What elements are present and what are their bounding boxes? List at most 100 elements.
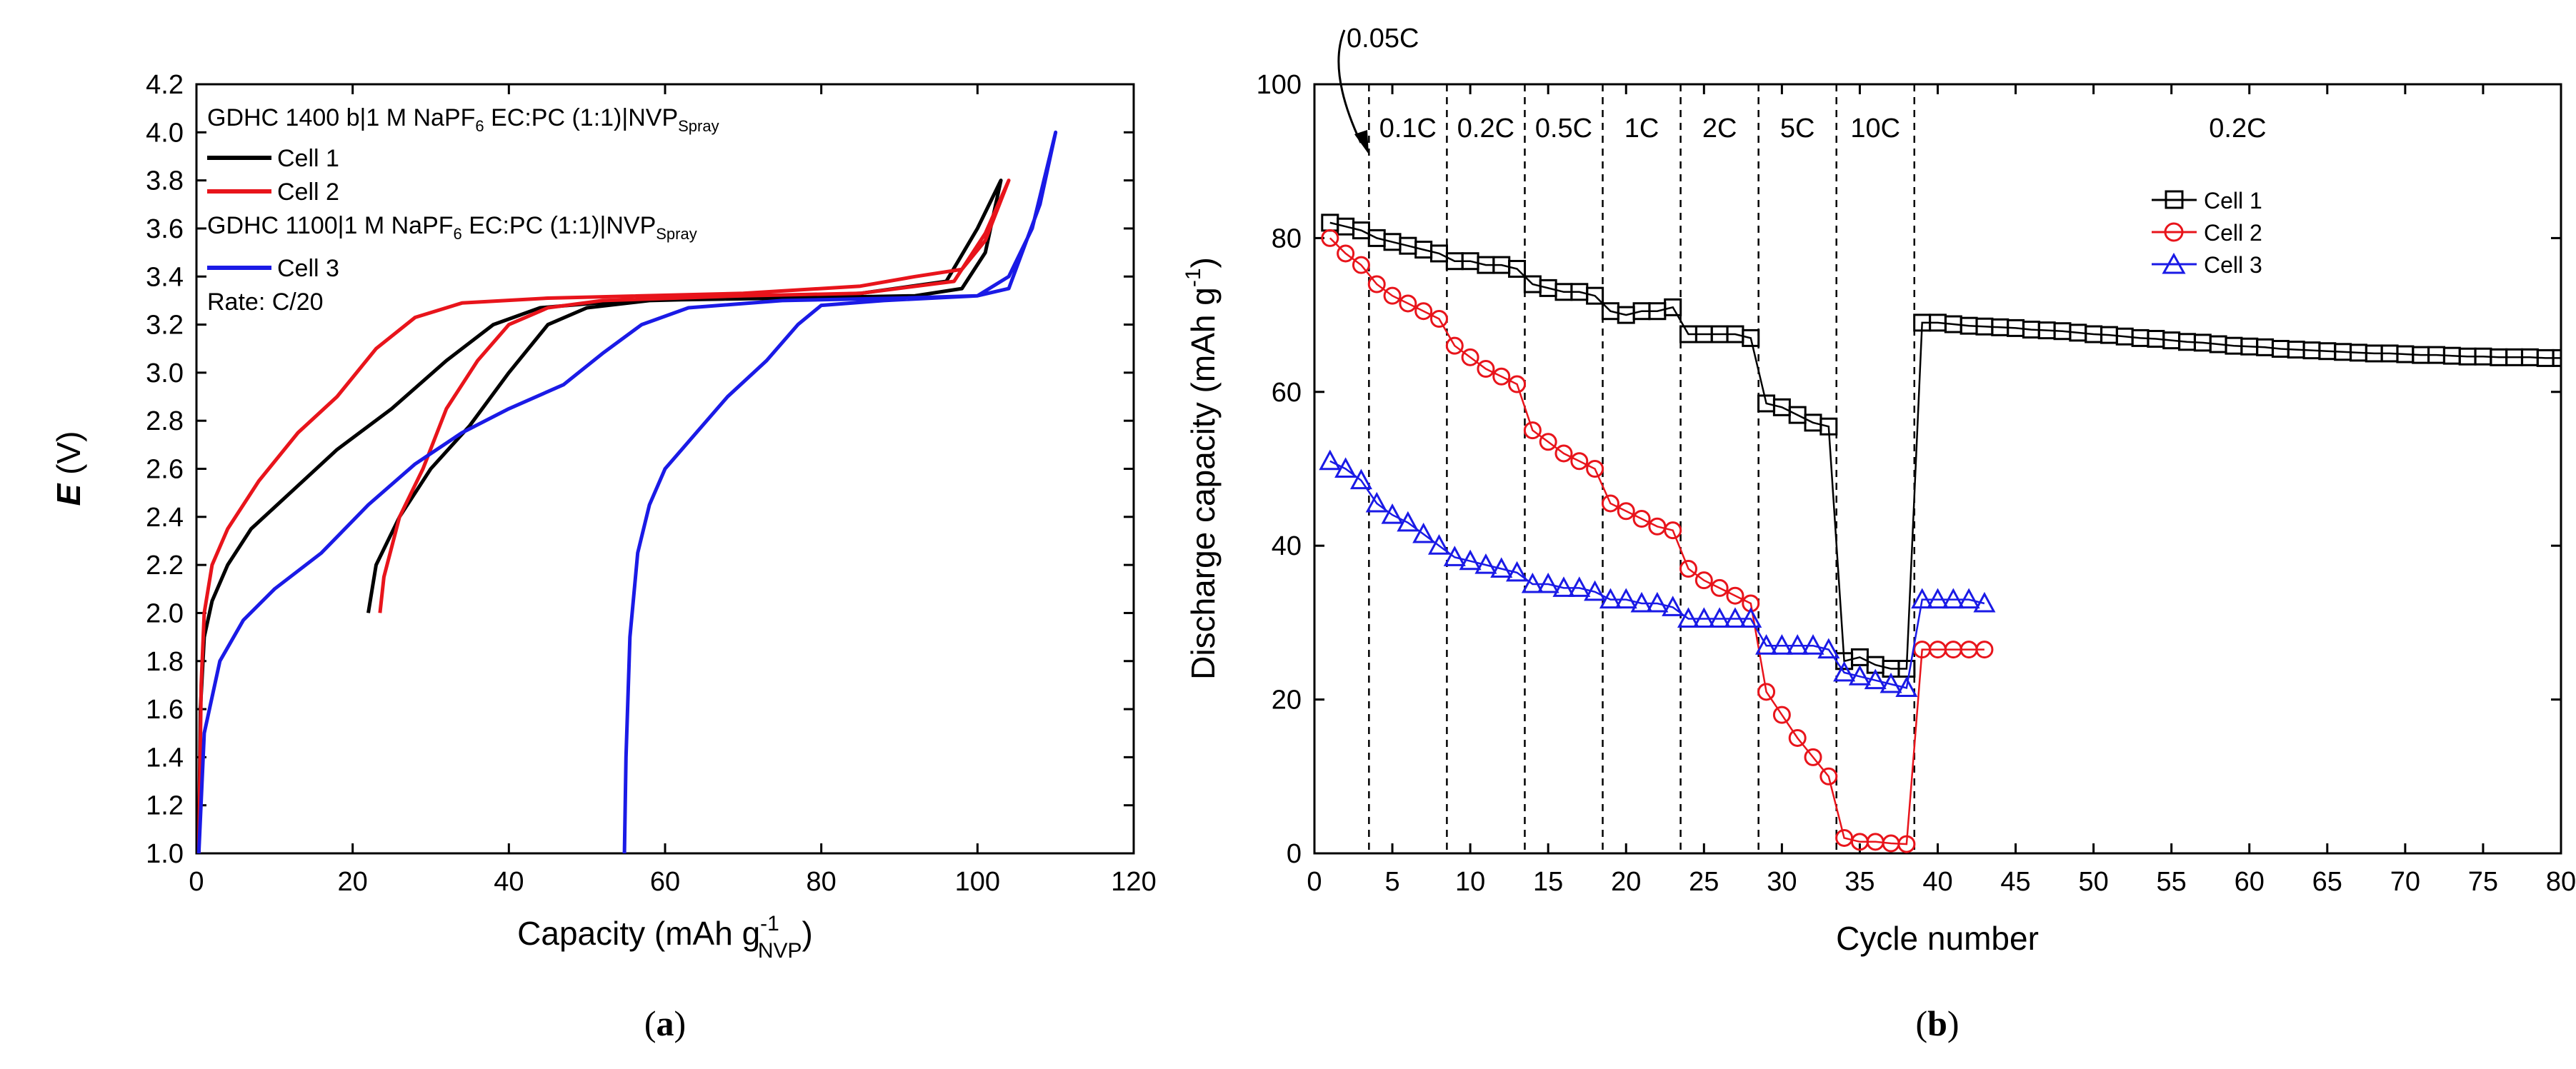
y-tick-label-a-14: 3.8: [146, 166, 184, 196]
y-tick-label-b-3: 60: [1272, 378, 1302, 408]
point-cell-1-80: [2552, 348, 2561, 367]
point-cell-3-3: [1349, 468, 1372, 490]
point-cell-3-9: [1443, 546, 1466, 566]
point-cell-2-32: [1804, 748, 1822, 766]
curves-a: [196, 130, 1058, 853]
x-axis-label-a: Capacity (mAh g-1 NVP): [517, 912, 813, 963]
point-cell-2-27: [1726, 586, 1744, 605]
y-tick-label-a-15: 4.0: [146, 118, 184, 148]
point-cell-2-31: [1788, 728, 1807, 747]
legend-marker-cell2: [2164, 222, 2184, 242]
x-axis-ticks-a: 0 20 40 60 80 100 120: [189, 84, 1157, 897]
point-cell-3-18: [1584, 580, 1607, 601]
point-cell-3-28: [1739, 607, 1762, 628]
point-cell-2-15: [1539, 433, 1557, 451]
point-cell-3-8: [1427, 534, 1451, 555]
x-tick-label-b-6: 30: [1767, 867, 1797, 897]
x-tick-label-b-12: 60: [2235, 867, 2265, 897]
legend-marker-cell3: [2162, 252, 2186, 274]
point-cell-1-28: [1742, 328, 1760, 347]
series-line-cell-3: [1329, 460, 1985, 689]
y-tick-label-a-2: 1.4: [146, 743, 184, 773]
y-tick-label-a-0: 1.0: [146, 839, 184, 869]
point-cell-3-16: [1552, 576, 1575, 597]
y-tick-label-b-1: 20: [1272, 686, 1302, 716]
x-tick-label-b-5: 25: [1689, 867, 1719, 897]
x-tick-label-b-8: 40: [1922, 867, 1952, 897]
point-cell-3-10: [1459, 549, 1482, 571]
y-tick-label-a-6: 2.2: [146, 551, 184, 581]
x-tick-label-b-0: 0: [1307, 867, 1322, 897]
point-cell-3-35: [1848, 665, 1871, 686]
x-tick-label-b-11: 55: [2157, 867, 2187, 897]
point-cell-3-6: [1397, 511, 1419, 532]
rate-label-1: 0.2C: [1457, 114, 1514, 144]
point-cell-3-20: [1614, 588, 1637, 609]
point-cell-3-11: [1474, 553, 1497, 574]
series-line-cell-1: [1329, 221, 2561, 670]
x-tick-label-a-1: 20: [338, 867, 368, 897]
curve-cell-3: [196, 130, 1058, 853]
point-cell-2-1: [1321, 229, 1339, 247]
rate-label-4: 2C: [1702, 114, 1737, 144]
legend-group2-title: GDHC 1100|1 M NaPF6 EC:PC (1:1)|NVPSpray: [207, 212, 697, 243]
rate-boundaries: [1368, 84, 1916, 853]
annotation-0.05C: 0.05C: [1337, 24, 1419, 154]
y-tick-label-a-13: 3.6: [146, 214, 184, 244]
legend-label-cell3: Cell 3: [277, 255, 339, 282]
plot-frame-b: [1313, 83, 2562, 855]
point-cell-3-34: [1833, 661, 1856, 682]
point-cell-3-24: [1677, 607, 1700, 628]
point-cell-2-14: [1523, 421, 1542, 440]
curve-cell-1: [196, 179, 1003, 853]
point-cell-3-41: [1942, 588, 1965, 609]
point-cell-2-25: [1694, 571, 1713, 590]
point-cell-2-38: [1897, 835, 1916, 853]
point-cell-3-2: [1334, 457, 1357, 478]
point-cell-1-23: [1664, 298, 1682, 316]
point-cell-3-37: [1879, 672, 1902, 693]
point-cell-3-21: [1630, 591, 1653, 613]
point-cell-3-25: [1692, 607, 1715, 628]
point-cell-3-36: [1864, 668, 1887, 690]
legend-label-b-cell1: Cell 1: [2204, 188, 2262, 214]
y-axis-ticks-b: 0 20 40 60 80 100: [1257, 70, 2561, 869]
point-cell-3-33: [1817, 638, 1840, 659]
point-cell-2-33: [1819, 767, 1838, 786]
x-tick-label-b-13: 65: [2312, 867, 2342, 897]
caption-b: (b): [1915, 1003, 1959, 1043]
point-cell-3-13: [1506, 561, 1529, 582]
rate-labels: 0.1C 0.2C 0.5C 1C 2C 5C 10C 0.2C: [1379, 114, 2267, 144]
rate-label-6: 10C: [1850, 114, 1900, 144]
x-tick-label-b-16: 80: [2546, 867, 2576, 897]
x-tick-label-b-7: 35: [1844, 867, 1874, 897]
x-tick-label-b-10: 50: [2078, 867, 2108, 897]
point-cell-3-40: [1926, 588, 1950, 609]
point-cell-3-19: [1599, 588, 1622, 609]
rate-label-7: 0.2C: [2209, 114, 2266, 144]
point-cell-2-17: [1570, 452, 1589, 471]
point-cell-3-17: [1568, 576, 1591, 597]
point-cell-3-43: [1973, 591, 1996, 613]
y-tick-label-b-5: 100: [1257, 70, 1302, 100]
x-tick-label-b-14: 70: [2390, 867, 2420, 897]
caption-a: (a): [644, 1003, 686, 1043]
point-cell-3-7: [1412, 522, 1435, 543]
x-tick-label-a-3: 60: [650, 867, 680, 897]
y-tick-label-b-2: 40: [1272, 531, 1302, 561]
point-cell-2-21: [1632, 510, 1651, 528]
point-cell-2-20: [1617, 502, 1635, 521]
series-b: [1319, 214, 2561, 853]
y-tick-label-a-10: 3.0: [146, 358, 184, 388]
point-cell-2-5: [1383, 286, 1402, 305]
x-tick-label-a-6: 120: [1111, 867, 1156, 897]
annotation-arrowhead: [1354, 130, 1369, 154]
legend-label-cell2: Cell 2: [277, 179, 339, 206]
point-cell-2-24: [1679, 560, 1697, 578]
point-cell-2-19: [1601, 494, 1619, 513]
legend-rate: Rate: C/20: [207, 288, 324, 316]
x-tick-label-b-9: 45: [2000, 867, 2030, 897]
annotation-arrow: [1337, 29, 1362, 144]
y-tick-label-b-4: 80: [1272, 224, 1302, 254]
point-cell-1-18: [1586, 286, 1604, 305]
